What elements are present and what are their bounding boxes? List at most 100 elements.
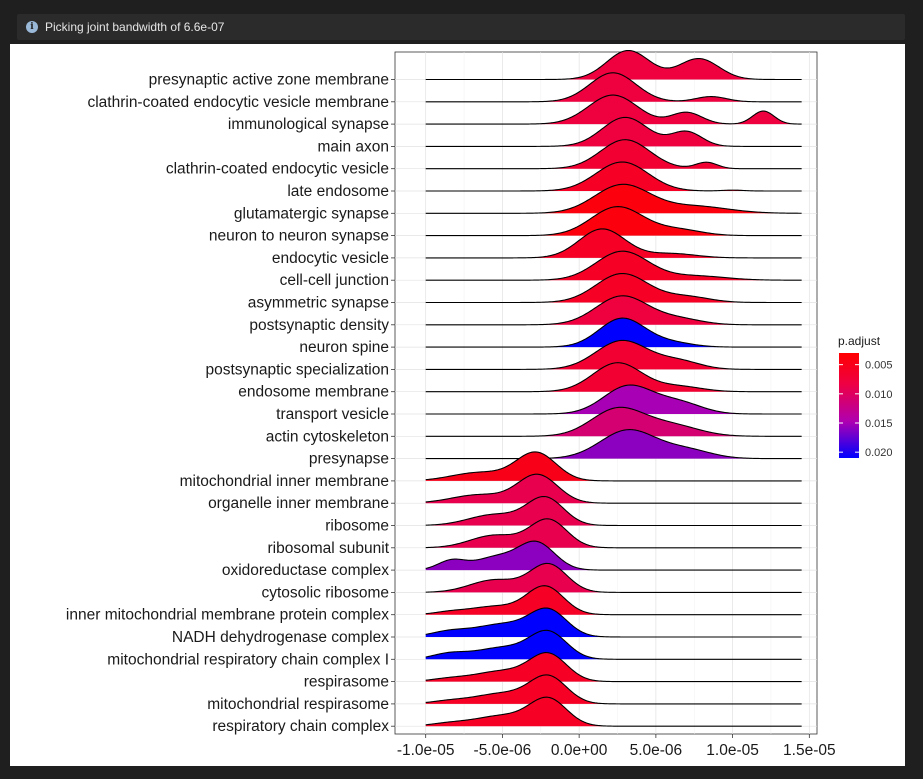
y-tick-label: postsynaptic density [249,317,389,334]
message-text: Picking joint bandwidth of 6.6e-07 [45,20,225,34]
ridge-line [425,139,802,170]
legend: p.adjust 0.005 0.010 0.015 0.020 [838,334,893,459]
ridge-fill [425,541,591,571]
ridge-fill [425,474,597,504]
ridge-fill [545,251,763,281]
ridge-line [425,94,802,125]
ridge-line [425,206,802,237]
ridge-clathrin-coated-endocytic-vesicle-membrane [425,72,802,103]
ridge-fill [541,206,733,236]
y-tick-label: mitochondrial respirasome [207,696,389,713]
ridge-line [425,384,802,415]
y-tick-label: presynaptic active zone membrane [149,72,389,89]
ridge-respirasome [425,652,802,683]
x-tick-label: 5.0e-06 [630,742,683,759]
ridge-endosome-membrane [425,362,802,393]
ridge-fill [547,429,749,459]
y-tick-label: transport vesicle [276,406,389,423]
ridge-line [425,49,802,81]
x-tick-label: 1.0e-05 [706,742,759,759]
ridge-postsynaptic-density [425,295,802,326]
y-tick-label: inner mitochondrial membrane protein com… [66,607,389,624]
y-axis-labels: presynaptic active zone membrane clathrin… [66,72,395,735]
ridge-clathrin-coated-endocytic-vesicle [425,139,802,170]
ridge-line [425,250,802,281]
y-tick-label: clathrin-coated endocytic vesicle membra… [87,94,389,111]
ridges [425,49,802,727]
ridge-line [425,652,802,683]
ridge-mitochondrial-inner-membrane [425,451,802,482]
ridge-line [425,72,802,103]
plot-panel: presynaptic active zone membrane clathrin… [10,44,905,766]
ridge-fill [557,117,728,147]
y-tick-label: clathrin-coated endocytic vesicle [166,161,389,178]
ridgeline-chart: presynaptic active zone membrane clathrin… [66,49,893,759]
ridge-line [425,562,802,593]
ridge-fill [425,608,603,637]
ridge-line [425,406,802,437]
ridge-cytosolic-ribosome [425,562,802,593]
ridge-fill [545,273,741,303]
ridge-line [425,495,802,527]
y-tick-label: ribosomal subunit [268,540,390,557]
ridge-line [425,272,802,304]
ridge-fill [545,340,733,370]
ridge-line [425,696,802,727]
ridge-fill [552,139,733,169]
ridge-presynapse [425,429,802,460]
ridge-mitochondrial-respiratory-chain-complex-i [425,629,802,660]
ridge-line [425,451,802,482]
y-tick-label: mitochondrial respiratory chain complex … [107,651,389,668]
y-tick-label: main axon [317,138,389,155]
ridge-fill [539,95,792,125]
ridge-fill [554,318,720,348]
ridge-actin-cytoskeleton [425,406,802,437]
ridge-fill [425,585,600,615]
info-icon: i [26,21,38,33]
ridge-fill [534,228,726,258]
ridge-line [425,518,802,549]
ridge-fill [425,652,603,682]
y-tick-label: neuron spine [299,339,389,356]
message-bar: i Picking joint bandwidth of 6.6e-07 [17,14,905,40]
y-tick-label: respirasome [304,674,389,691]
ridge-fill [545,295,733,325]
legend-tick-label: 0.015 [865,418,893,430]
ridge-late-endosome [425,161,802,192]
y-tick-label: cell-cell junction [280,272,389,289]
ridge-fill [425,674,603,704]
ridge-cell-cell-junction [425,250,802,281]
ridge-oxidoreductase-complex [425,540,802,571]
legend-colorbar [839,353,859,458]
ridge-fill [541,407,743,437]
y-tick-label: late endosome [287,183,389,200]
ridge-line [425,339,802,370]
y-tick-label: NADH dehydrogenase complex [172,629,389,646]
ridge-line [425,183,802,214]
ridge-presynaptic-active-zone-membrane [425,49,802,81]
ridge-endocytic-vesicle [425,228,802,259]
legend-tick-label: 0.010 [865,389,893,401]
legend-tick-label: 0.020 [865,447,893,459]
ridge-fill [555,385,740,414]
ridge-fill [545,162,747,191]
ridge-line [425,317,802,348]
y-tick-label: endosome membrane [238,384,389,401]
ridge-neuron-to-neuron-synapse [425,206,802,237]
ridge-line [425,674,802,705]
ridge-transport-vesicle [425,384,802,415]
ridge-line [425,116,802,147]
ridge-line [425,429,802,460]
y-tick-label: glutamatergic synapse [234,205,389,222]
y-tick-label: immunological synapse [228,116,389,133]
x-tick-label: 0.0e+00 [551,742,608,759]
x-tick-label: 1.5e-05 [783,742,836,759]
x-tick-label: -5.0e-06 [474,742,532,759]
y-tick-label: presynapse [309,451,389,468]
ridge-postsynaptic-specialization [425,339,802,370]
y-tick-label: asymmetric synapse [248,295,389,312]
ridge-fill [427,496,600,526]
y-tick-label: mitochondrial inner membrane [180,473,389,490]
ridge-line [425,540,802,571]
ridge-fill [545,362,733,392]
